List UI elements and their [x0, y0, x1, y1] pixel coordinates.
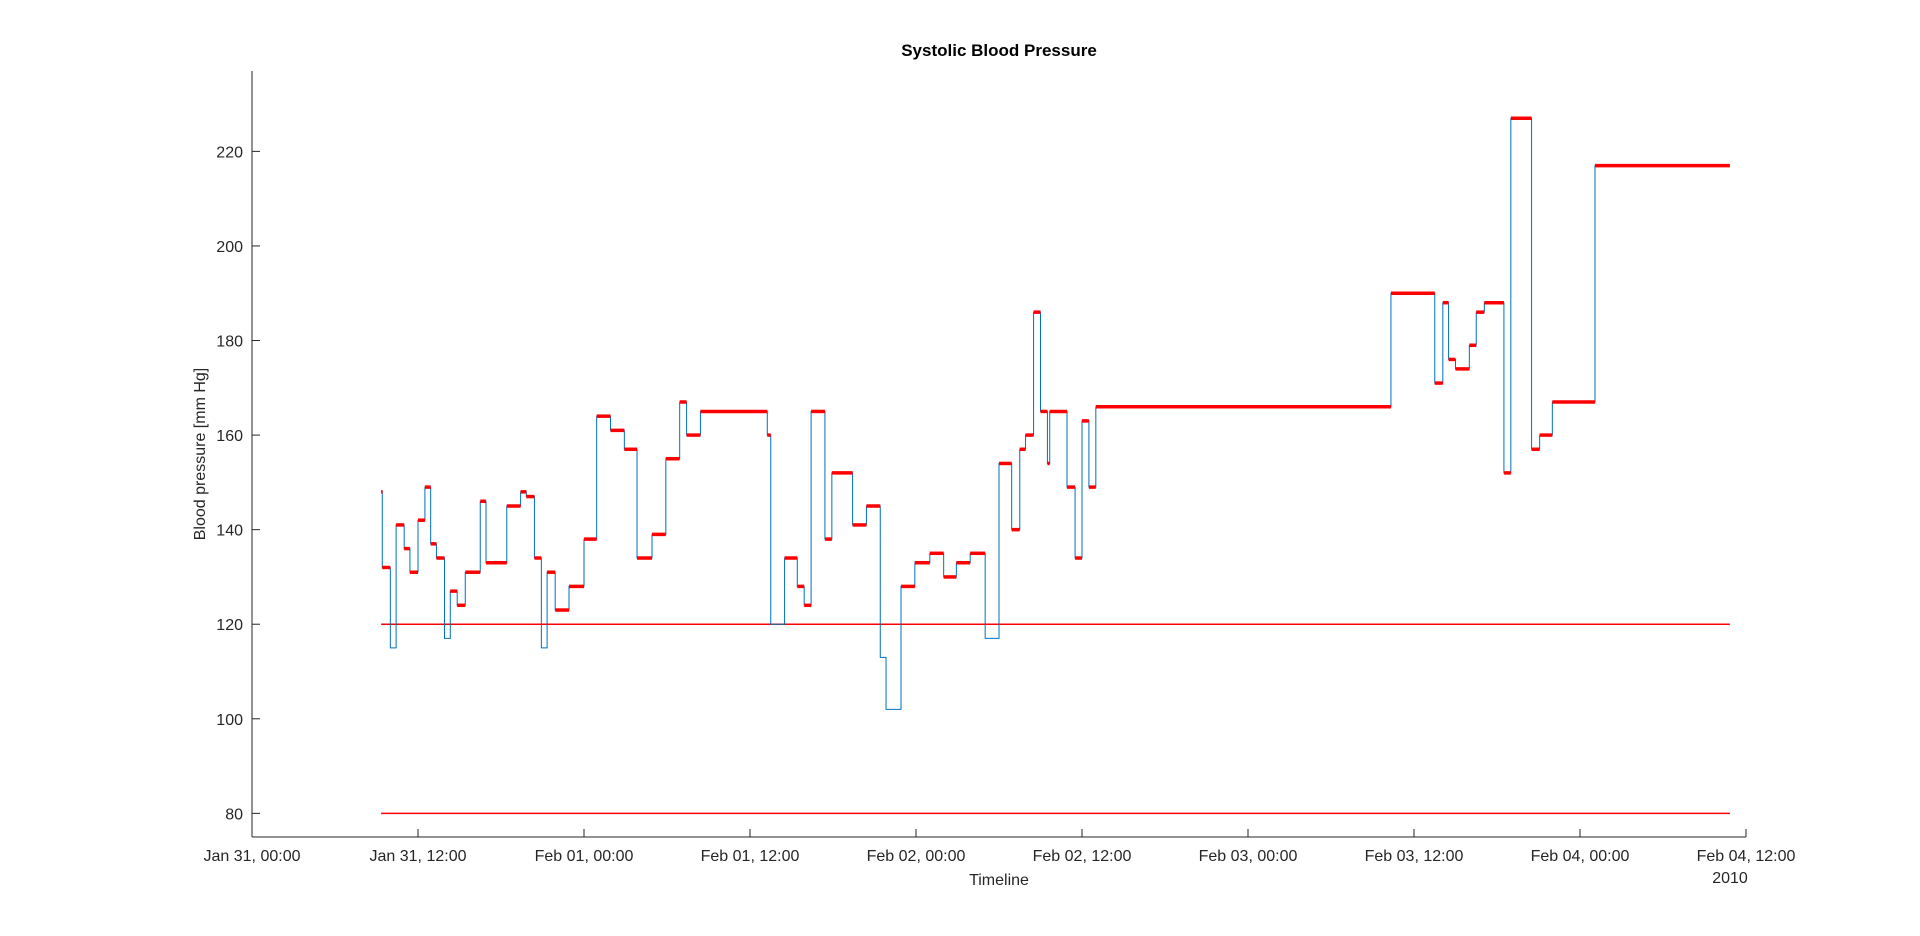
x-tick-label: Feb 03, 00:00 — [1199, 848, 1298, 865]
x-tick-label: Jan 31, 12:00 — [370, 848, 467, 865]
stairs-line — [381, 117, 1730, 710]
y-tick-label: 80 — [225, 806, 243, 823]
x-tick-label: Jan 31, 00:00 — [204, 848, 301, 865]
x-tick-label: Feb 01, 00:00 — [535, 848, 634, 865]
x-tick-label: Feb 02, 00:00 — [867, 848, 966, 865]
y-tick-label: 160 — [216, 428, 243, 445]
x-tick-label: Feb 02, 12:00 — [1033, 848, 1132, 865]
x-tick-label: Feb 04, 12:00 — [1697, 848, 1796, 865]
y-tick-label: 140 — [216, 523, 243, 540]
y-tick-label: 200 — [216, 239, 243, 256]
y-axis-label: Blood pressure [mm Hg] — [192, 368, 209, 541]
chart-title: Systolic Blood Pressure — [901, 41, 1097, 60]
y-tick-label: 100 — [216, 712, 243, 729]
y-tick-label: 120 — [216, 617, 243, 634]
x-axis-label: Timeline — [969, 872, 1029, 889]
y-tick-label: 220 — [216, 144, 243, 161]
x-year-label: 2010 — [1712, 870, 1748, 887]
x-tick-label: Feb 04, 00:00 — [1531, 848, 1630, 865]
y-tick-label: 180 — [216, 334, 243, 351]
x-tick-label: Feb 03, 12:00 — [1365, 848, 1464, 865]
x-tick-label: Feb 01, 12:00 — [701, 848, 800, 865]
